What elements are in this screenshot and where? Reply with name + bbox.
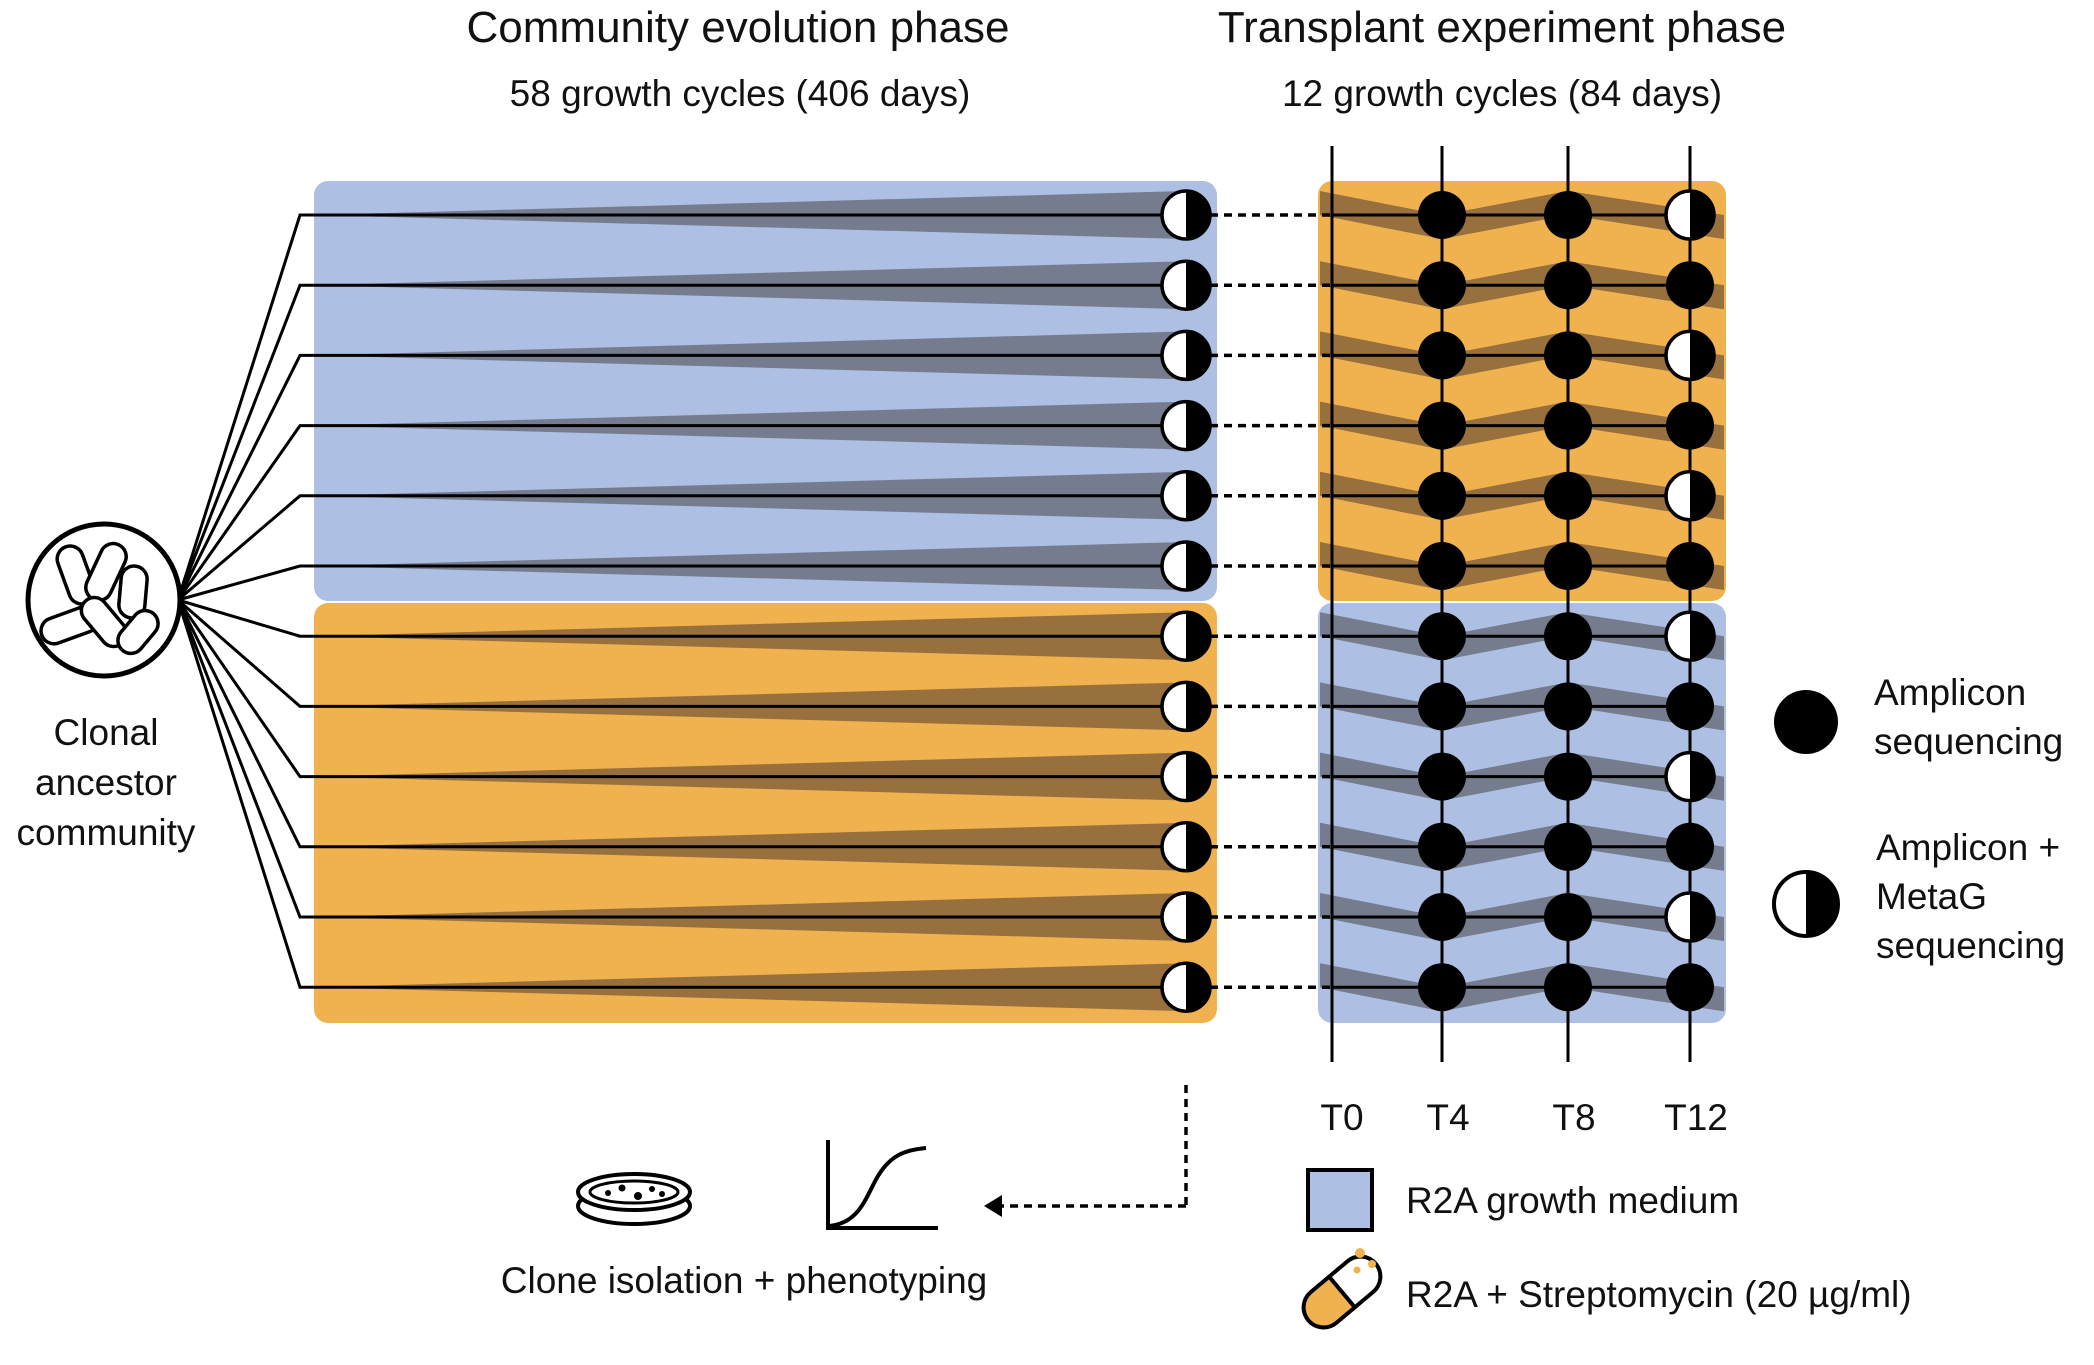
amplicon-marker: [1418, 612, 1466, 661]
r2a-legend-swatch: [1306, 1168, 1374, 1232]
ancestor-label-line2: ancestor: [35, 762, 177, 803]
amplicon-metag-marker: [1160, 329, 1212, 382]
amplicon-marker: [1666, 682, 1714, 731]
amplicon-marker: [1418, 331, 1466, 380]
evolution-r2a-panel: [314, 181, 1217, 601]
ancestor-branch: [176, 213, 316, 601]
ancestor-branch: [176, 599, 316, 849]
ancestor-branch: [177, 598, 316, 708]
amplicon-marker: [1418, 191, 1466, 239]
transplant-phase-title: Transplant experiment phase: [1218, 3, 1786, 52]
lineage-lines: [316, 213, 1690, 989]
clone-isolation-label: Clone isolation + phenotyping: [501, 1260, 988, 1301]
amplicon-marker: [1418, 471, 1466, 520]
amplicon-legend-icon: [1774, 690, 1838, 754]
ancestor-branch: [177, 598, 316, 638]
evolution-phase-subtitle: 58 growth cycles (406 days): [510, 73, 971, 114]
amplicon-marker: [1666, 822, 1714, 871]
amplicon-metag-marker: [1160, 540, 1212, 592]
amplicon-metag-marker: [1664, 891, 1716, 943]
legend-metag-line1: Amplicon +: [1876, 827, 2060, 868]
amplicon-marker: [1666, 963, 1714, 1012]
amplicon-metag-marker: [1160, 399, 1212, 452]
amplicon-marker: [1544, 471, 1592, 520]
amplicon-metag-marker: [1160, 470, 1212, 522]
amplicon-metag-marker: [1160, 891, 1212, 943]
amplicon-metag-marker: [1664, 610, 1716, 662]
amplicon-metag-marker: [1160, 259, 1212, 311]
bacteria-community-icon: [25, 521, 183, 679]
amplicon-marker: [1418, 752, 1466, 801]
ancestor-branch-lines: [176, 213, 316, 989]
amplicon-marker: [1418, 542, 1466, 590]
amplicon-marker: [1544, 752, 1592, 801]
clone-arrowhead: [984, 1195, 1002, 1217]
evolution-phase-title: Community evolution phase: [467, 3, 1010, 52]
amplicon-marker: [1544, 331, 1592, 380]
ancestor-label-line3: community: [17, 812, 196, 853]
amplicon-marker: [1418, 822, 1466, 871]
amplicon-metag-marker: [1160, 750, 1212, 803]
amplicon-marker: [1544, 682, 1592, 731]
amplicon-marker: [1418, 963, 1466, 1012]
amplicon-metag-marker: [1664, 329, 1716, 382]
timepoint-label: T4: [1426, 1097, 1469, 1138]
amplicon-metag-marker: [1160, 610, 1212, 662]
legend-r2a-label: R2A growth medium: [1406, 1180, 1739, 1221]
legend-strep-label: R2A + Streptomycin (20 µg/ml): [1406, 1274, 1912, 1315]
amplicon-marker: [1666, 261, 1714, 310]
metag-legend-icon: [1772, 870, 1840, 938]
amplicon-metag-marker: [1664, 470, 1716, 522]
ancestor-branch: [176, 353, 316, 601]
amplicon-metag-marker: [1160, 961, 1212, 1013]
legend-metag-line3: sequencing: [1876, 925, 2065, 966]
amplicon-marker: [1544, 893, 1592, 941]
amplicon-marker: [1544, 191, 1592, 239]
growth-curve-icon: [826, 1140, 938, 1230]
legend-metag-line2: MetaG: [1876, 876, 1987, 917]
ancestor-branch: [177, 494, 316, 602]
ancestor-branch: [176, 599, 316, 919]
legend-amplicon-line2: sequencing: [1874, 721, 2063, 762]
amplicon-marker: [1544, 612, 1592, 661]
ancestor-branch: [176, 283, 316, 601]
amplicon-marker: [1418, 261, 1466, 310]
ancestor-label-line1: Clonal: [54, 712, 159, 753]
streptomycin-pill-icon: [1301, 1248, 1383, 1330]
legend-amplicon-line1: Amplicon: [1874, 672, 2026, 713]
amplicon-marker: [1544, 261, 1592, 310]
petri-dish-icon: [576, 1172, 692, 1226]
amplicon-marker: [1418, 682, 1466, 731]
amplicon-metag-marker: [1160, 821, 1212, 873]
amplicon-marker: [1544, 542, 1592, 590]
sampling-markers: [1160, 189, 1716, 1013]
timepoint-label: T12: [1664, 1097, 1728, 1138]
ancestor-branch: [176, 424, 316, 601]
amplicon-marker: [1544, 401, 1592, 450]
transplant-phase-subtitle: 12 growth cycles (84 days): [1282, 73, 1722, 114]
timepoint-labels: T0 T4 T8 T12: [1320, 1097, 1727, 1138]
amplicon-marker: [1544, 963, 1592, 1012]
amplicon-marker: [1418, 893, 1466, 941]
amplicon-metag-marker: [1160, 680, 1212, 733]
transplant-r2a-panel: [1318, 603, 1726, 1023]
amplicon-metag-marker: [1664, 189, 1716, 241]
timepoint-label: T0: [1320, 1097, 1363, 1138]
timepoint-label: T8: [1552, 1097, 1595, 1138]
amplicon-metag-marker: [1664, 750, 1716, 803]
amplicon-marker: [1666, 542, 1714, 590]
evolution-strep-panel: [314, 603, 1217, 1023]
amplicon-marker: [1666, 401, 1714, 450]
amplicon-metag-marker: [1160, 189, 1212, 241]
transplant-strep-panel: [1318, 181, 1726, 601]
ancestor-branch: [176, 599, 316, 989]
ancestor-branch: [177, 564, 316, 602]
amplicon-marker: [1544, 822, 1592, 871]
amplicon-marker: [1418, 401, 1466, 450]
ancestor-branch: [176, 599, 316, 779]
